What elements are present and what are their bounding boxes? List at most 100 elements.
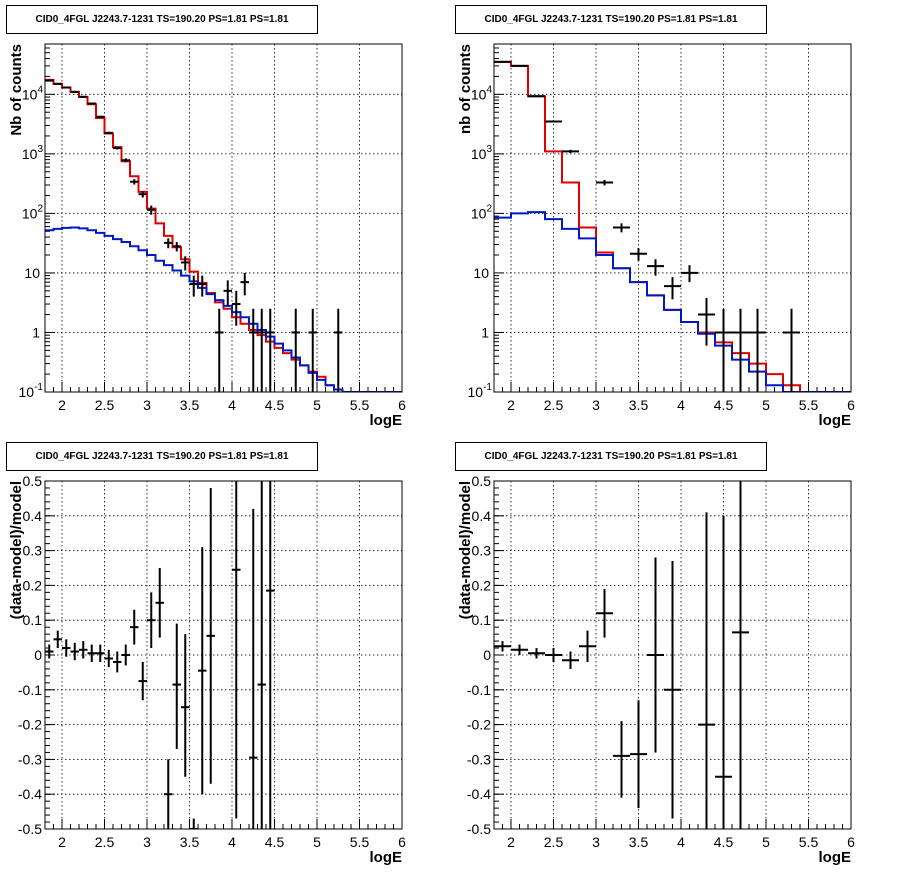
- data-point: [130, 179, 139, 185]
- data-point: [528, 648, 545, 659]
- data-point: [113, 146, 122, 150]
- x-tick-label: 6: [398, 834, 406, 850]
- y-tick-label: 0.1: [23, 612, 43, 628]
- data-point: [334, 308, 343, 392]
- x-tick-label: 5.5: [350, 834, 370, 850]
- x-tick-label: 3: [143, 834, 151, 850]
- data-point: [53, 630, 62, 649]
- y-tick-label: 0.4: [23, 508, 43, 524]
- chart-pad-1: 2 2.5 3 3.5 4 4.5 5 5.5 6 10-1 1 10 102 103 104 logE nb …: [457, 43, 855, 429]
- data-point: [783, 308, 800, 392]
- data-point: [96, 644, 105, 662]
- plot-frame: [44, 480, 403, 830]
- data-point: [198, 547, 207, 795]
- plot-frame: [493, 480, 852, 830]
- data-point: [189, 818, 198, 829]
- x-tick-label: 4: [677, 397, 685, 413]
- background-histogram: [45, 226, 402, 392]
- y-tick-label: -0.1: [18, 682, 42, 698]
- x-tick-label: 5: [762, 834, 770, 850]
- x-tick-label: 4: [228, 834, 236, 850]
- y-tick-label: -0.2: [18, 717, 42, 733]
- data-point: [206, 487, 215, 784]
- data-point: [181, 634, 190, 777]
- x-tick-label: 3: [143, 397, 151, 413]
- x-tick-label: 2.5: [544, 834, 564, 850]
- x-tick-label: 2: [507, 397, 515, 413]
- data-point: [647, 557, 664, 753]
- data-point: [562, 651, 579, 669]
- data-point: [528, 95, 545, 98]
- data-point: [630, 248, 647, 261]
- y-tick-label: 104: [471, 84, 493, 102]
- pad-title-top-left: CID0_4FGL J2243.7-1231 TS=190.20 PS=1.81…: [6, 5, 318, 34]
- y-tick-label: 0: [483, 647, 491, 663]
- model-histogram: [45, 78, 334, 387]
- y-tick-label: -0.1: [467, 682, 491, 698]
- x-tick-label: 3.5: [629, 397, 649, 413]
- data-point: [138, 191, 147, 198]
- y-tick-label: 0.2: [23, 577, 43, 593]
- x-tick-label: 4.5: [265, 397, 285, 413]
- y-axis-label: nb of counts: [457, 44, 474, 134]
- x-tick-label: 2.5: [544, 397, 564, 413]
- data-point: [630, 700, 647, 809]
- pad-title-top-right: CID0_4FGL J2243.7-1231 TS=190.20 PS=1.81…: [455, 5, 767, 34]
- data-point: [45, 79, 54, 82]
- data-point: [155, 568, 164, 638]
- y-axis-label: Nb of counts: [8, 44, 25, 136]
- data-point: [240, 272, 249, 296]
- data-point: [172, 242, 181, 252]
- x-tick-label: 5.5: [799, 834, 819, 850]
- plot-frame: [44, 43, 403, 393]
- data-point: [70, 642, 79, 661]
- data-point: [266, 481, 275, 829]
- data-point: [164, 238, 173, 249]
- x-tick-label: 2.5: [95, 834, 115, 850]
- y-tick-label: 1: [481, 324, 489, 340]
- data-point: [647, 259, 664, 276]
- data-point: [45, 644, 54, 659]
- data-point: [53, 82, 62, 85]
- data-point: [257, 481, 266, 829]
- y-axis-label: (data-model)/model: [8, 481, 25, 619]
- data-point: [147, 592, 156, 649]
- data-point: [62, 639, 71, 657]
- x-tick-label: 4: [228, 397, 236, 413]
- y-tick-label: 103: [22, 144, 44, 162]
- data-point: [79, 641, 88, 659]
- y-tick-label: 0.4: [472, 508, 492, 524]
- x-tick-label: 6: [398, 397, 406, 413]
- x-tick-label: 4.5: [714, 397, 734, 413]
- data-point: [681, 265, 698, 283]
- chart-pad-3: 2 2.5 3 3.5 4 4.5 5 5.5 6 -0.5 -0.4 -0.3 -0.2 -0.1 0 0.…: [457, 473, 855, 866]
- x-tick-label: 5.5: [350, 397, 370, 413]
- data-point: [511, 64, 528, 67]
- data-point: [181, 256, 190, 271]
- data-point: [494, 641, 511, 652]
- data-point: [189, 275, 198, 297]
- data-point: [545, 648, 562, 662]
- y-tick-label: 0.1: [472, 612, 492, 628]
- y-tick-label: 0.5: [472, 473, 492, 489]
- data-point: [613, 721, 630, 798]
- data-point: [257, 308, 266, 392]
- y-tick-label: 103: [471, 144, 493, 162]
- pad-title-bottom-left: CID0_4FGL J2243.7-1231 TS=190.20 PS=1.81…: [6, 442, 318, 471]
- data-point: [308, 308, 317, 392]
- data-point: [494, 60, 511, 63]
- x-tick-label: 4.5: [265, 834, 285, 850]
- data-point: [291, 308, 300, 392]
- data-point: [215, 308, 224, 392]
- y-tick-label: -0.5: [467, 821, 491, 837]
- y-tick-label: 0.3: [472, 543, 492, 559]
- data-point: [715, 515, 732, 829]
- y-axis-label: (data-model)/model: [457, 481, 474, 619]
- data-point: [266, 308, 275, 392]
- y-tick-label: 0.5: [23, 473, 43, 489]
- x-tick-label: 2: [58, 397, 66, 413]
- data-point: [249, 508, 258, 829]
- series-group: [45, 481, 275, 829]
- data-point: [249, 308, 258, 392]
